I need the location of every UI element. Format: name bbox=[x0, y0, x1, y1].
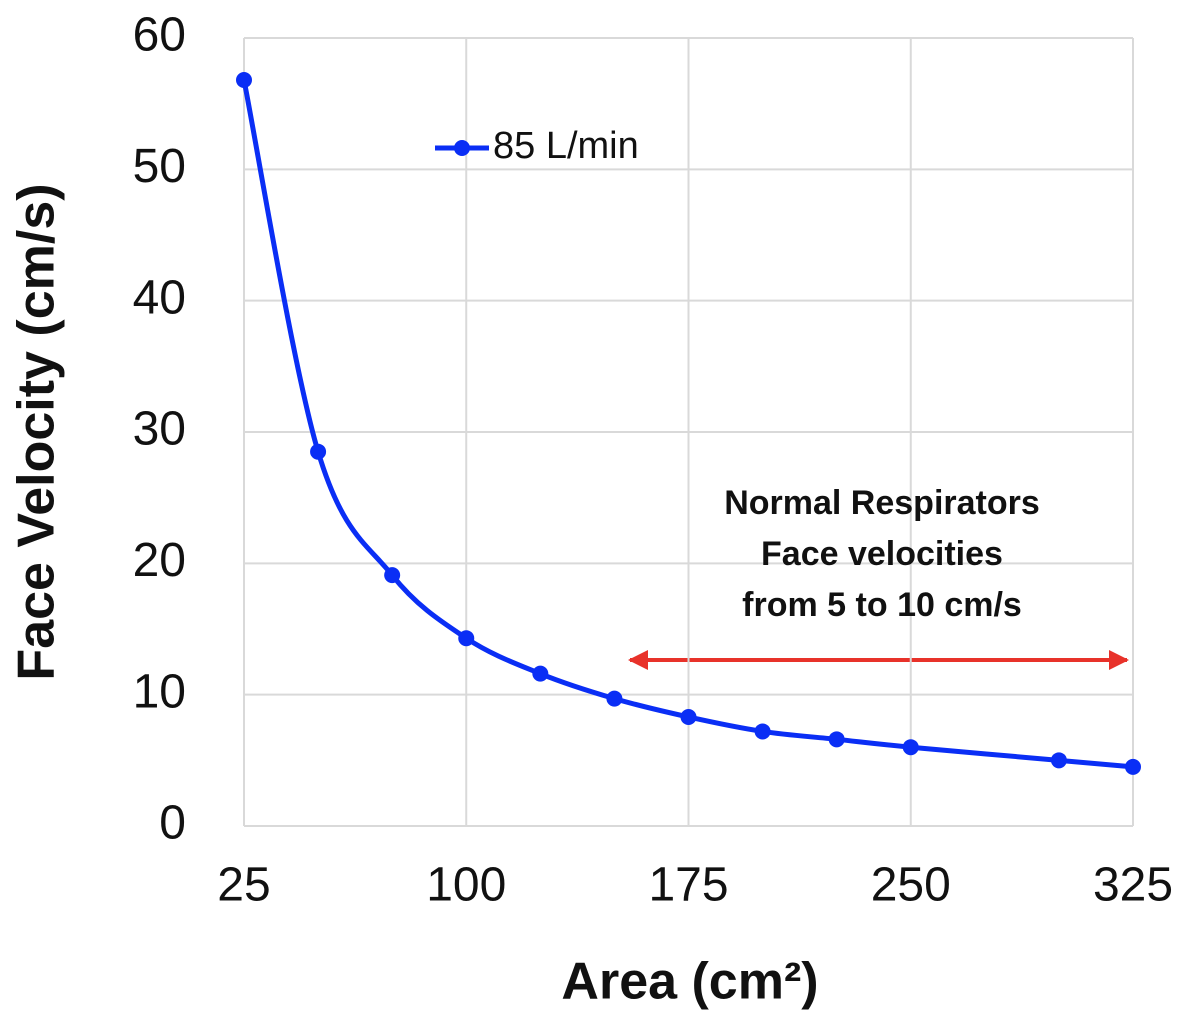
y-tick-label: 20 bbox=[133, 534, 186, 587]
legend-label: 85 L/min bbox=[493, 125, 639, 167]
annotation: Face velocities bbox=[761, 535, 1003, 573]
y-tick-label: 10 bbox=[133, 665, 186, 718]
x-tick-label: 325 bbox=[1093, 859, 1173, 912]
data-point bbox=[1050, 752, 1067, 769]
y-tick-label: 30 bbox=[133, 403, 186, 456]
x-axis-title: Area (cm²) bbox=[561, 953, 818, 1011]
annotation: Normal Respirators bbox=[724, 484, 1040, 522]
data-point bbox=[458, 630, 475, 647]
legend-marker bbox=[454, 140, 470, 156]
x-tick-label: 250 bbox=[871, 859, 951, 912]
x-tick-label: 25 bbox=[217, 859, 270, 912]
y-tick-label: 60 bbox=[133, 9, 186, 62]
x-tick-label: 100 bbox=[426, 859, 506, 912]
data-point bbox=[310, 443, 327, 460]
data-point bbox=[532, 665, 549, 682]
annotation: from 5 to 10 cm/s bbox=[742, 586, 1022, 624]
data-point bbox=[236, 72, 252, 89]
data-point bbox=[754, 723, 771, 740]
data-point bbox=[680, 708, 697, 725]
data-point bbox=[828, 731, 845, 748]
y-tick-label: 40 bbox=[133, 271, 186, 324]
data-point bbox=[902, 739, 919, 756]
y-axis-title: Face Velocity (cm/s) bbox=[8, 183, 66, 680]
y-tick-label: 50 bbox=[133, 140, 186, 193]
y-tick-label: 0 bbox=[159, 797, 186, 850]
x-tick-label: 175 bbox=[648, 859, 728, 912]
data-point bbox=[1125, 758, 1141, 775]
data-point bbox=[384, 567, 401, 584]
data-point bbox=[606, 690, 623, 707]
